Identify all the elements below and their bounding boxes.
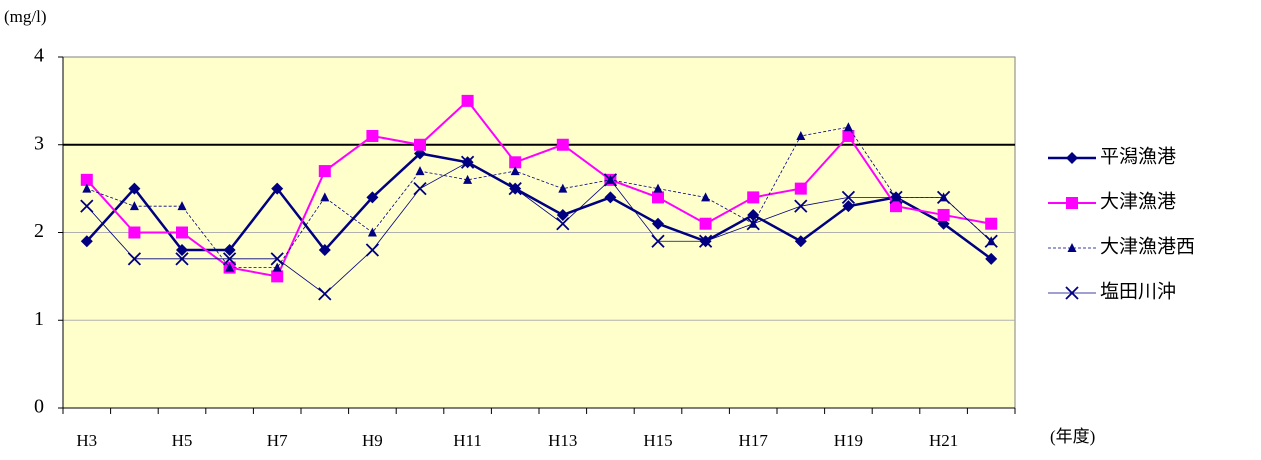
x-tick-label: H9 <box>362 431 383 450</box>
marker <box>176 226 188 239</box>
marker <box>936 190 951 205</box>
x-axis-label: (年度) <box>1050 427 1095 446</box>
marker <box>556 217 570 231</box>
marker <box>128 226 141 239</box>
marker <box>463 174 473 184</box>
marker <box>747 191 760 204</box>
marker <box>1067 243 1077 252</box>
marker <box>842 200 855 213</box>
series-line <box>85 152 992 260</box>
marker <box>556 208 569 221</box>
marker <box>985 217 998 230</box>
marker <box>604 191 617 204</box>
marker <box>461 94 474 107</box>
marker <box>414 138 426 151</box>
x-tick-label: H3 <box>76 431 97 450</box>
marker <box>985 252 998 265</box>
marker <box>937 208 950 221</box>
series-line <box>86 99 992 278</box>
marker <box>1065 286 1079 300</box>
marker <box>890 200 902 213</box>
marker <box>701 192 711 202</box>
marker <box>794 199 808 213</box>
marker <box>746 217 760 231</box>
marker <box>271 270 284 283</box>
marker <box>225 262 235 272</box>
marker <box>272 262 282 272</box>
y-tick-label: 0 <box>34 396 44 418</box>
marker <box>175 252 189 266</box>
marker <box>320 192 330 202</box>
marker <box>318 287 332 301</box>
marker <box>652 191 664 204</box>
legend-label: 塩田川沖 <box>1100 280 1176 302</box>
marker <box>80 199 94 213</box>
marker <box>698 234 713 248</box>
marker <box>127 252 142 266</box>
marker <box>318 165 331 178</box>
legend-label: 大津漁港西 <box>1100 235 1195 257</box>
x-tick-label: H21 <box>929 431 958 450</box>
x-tick-label: H11 <box>453 431 482 450</box>
legend-label: 平潟漁港 <box>1100 145 1176 167</box>
marker <box>843 122 853 132</box>
marker <box>794 235 807 248</box>
marker <box>603 173 618 187</box>
marker <box>366 129 379 142</box>
marker <box>129 201 139 211</box>
marker <box>558 183 568 193</box>
y-axis-unit: (mg/l) <box>4 7 47 26</box>
marker <box>652 217 664 230</box>
marker <box>460 155 475 169</box>
marker <box>177 201 187 211</box>
x-tick-label: H19 <box>834 431 863 450</box>
x-tick-label: H7 <box>267 431 288 450</box>
marker <box>366 191 379 204</box>
marker <box>82 183 92 193</box>
marker <box>747 208 760 221</box>
y-tick-label: 4 <box>34 45 44 67</box>
y-tick-label: 2 <box>34 220 44 242</box>
marker <box>1066 152 1078 164</box>
marker <box>509 156 522 169</box>
x-tick-label: H17 <box>739 431 769 450</box>
marker <box>367 227 377 237</box>
marker <box>556 138 569 151</box>
x-tick-label: H13 <box>548 431 577 450</box>
marker <box>415 166 425 176</box>
marker <box>842 129 855 142</box>
marker <box>222 252 237 266</box>
y-tick-label: 3 <box>34 132 44 154</box>
marker <box>889 190 903 205</box>
marker <box>270 252 284 266</box>
marker <box>841 190 856 205</box>
marker <box>699 217 712 230</box>
marker <box>1066 197 1078 209</box>
marker <box>651 234 665 248</box>
marker <box>318 244 331 257</box>
marker <box>128 182 141 195</box>
marker <box>271 182 284 195</box>
marker <box>510 166 520 176</box>
marker <box>176 244 188 257</box>
marker <box>796 130 806 140</box>
marker <box>794 182 807 195</box>
marker <box>653 183 663 193</box>
marker <box>80 235 93 248</box>
x-tick-label: H15 <box>643 431 672 450</box>
series-line <box>86 126 992 268</box>
marker <box>508 181 522 196</box>
marker <box>80 173 93 186</box>
legend-label: 大津漁港 <box>1100 190 1176 212</box>
y-tick-label: 1 <box>34 308 44 330</box>
marker <box>365 243 380 257</box>
series-line <box>86 161 992 295</box>
marker <box>413 181 427 196</box>
x-tick-label: H5 <box>172 431 193 450</box>
marker <box>984 234 998 248</box>
marker <box>223 244 236 257</box>
